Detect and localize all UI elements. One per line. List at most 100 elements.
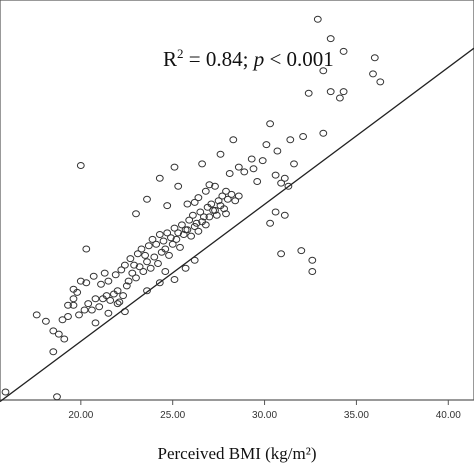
data-point xyxy=(178,221,186,229)
data-point xyxy=(143,287,151,295)
data-point xyxy=(168,240,177,248)
data-point xyxy=(42,317,50,325)
data-point xyxy=(139,268,148,275)
data-point xyxy=(150,253,159,261)
data-point xyxy=(249,165,258,173)
data-point xyxy=(266,219,275,227)
data-point xyxy=(216,150,225,158)
data-point xyxy=(273,147,282,155)
data-point xyxy=(369,70,377,78)
data-point xyxy=(284,182,293,190)
data-point xyxy=(181,264,190,272)
data-point xyxy=(277,179,286,187)
data-point xyxy=(143,195,151,203)
data-point xyxy=(212,211,221,219)
x-tick-label: 40.00 xyxy=(436,410,461,421)
data-point xyxy=(113,287,122,295)
data-point xyxy=(187,232,196,240)
data-point xyxy=(60,335,69,343)
data-point xyxy=(240,168,249,176)
data-point xyxy=(161,245,170,253)
data-point xyxy=(297,247,306,255)
data-point xyxy=(194,227,203,235)
stats-annotation: R2 = 0.84; p < 0.001 xyxy=(163,46,334,71)
data-point xyxy=(69,285,78,293)
data-point xyxy=(223,195,232,203)
data-point xyxy=(189,211,197,219)
data-point xyxy=(170,163,179,171)
data-point xyxy=(91,319,100,327)
data-point xyxy=(88,306,96,314)
data-point xyxy=(183,226,192,234)
data-point xyxy=(304,89,313,97)
x-tick-label: 35.00 xyxy=(344,410,369,421)
data-point xyxy=(84,300,93,308)
data-point xyxy=(222,210,230,218)
data-point xyxy=(163,202,172,210)
data-point xyxy=(196,208,205,216)
data-point xyxy=(376,78,385,86)
x-tick-label: 25.00 xyxy=(160,410,185,421)
data-point xyxy=(144,242,153,250)
data-point xyxy=(102,292,111,300)
data-point xyxy=(143,258,151,266)
data-point xyxy=(53,393,61,401)
data-point xyxy=(155,279,164,287)
data-point xyxy=(106,296,115,304)
data-point xyxy=(172,235,181,243)
data-point xyxy=(69,295,78,303)
data-point xyxy=(201,187,210,195)
data-point xyxy=(308,268,317,275)
data-point xyxy=(133,250,142,258)
data-point xyxy=(225,170,234,177)
data-point xyxy=(155,231,164,238)
p-label: p xyxy=(252,47,265,71)
data-point xyxy=(336,94,344,102)
data-point xyxy=(234,163,243,171)
data-point xyxy=(185,216,194,224)
data-point xyxy=(218,192,227,200)
data-point xyxy=(271,208,280,216)
data-point xyxy=(132,210,140,218)
data-point xyxy=(299,133,308,140)
data-point xyxy=(132,274,140,282)
data-point xyxy=(141,251,150,259)
data-point xyxy=(211,206,219,214)
data-point xyxy=(1,388,10,396)
data-point xyxy=(174,182,183,190)
data-point xyxy=(326,88,335,96)
data-point xyxy=(205,181,214,189)
data-point xyxy=(32,311,41,319)
data-point xyxy=(76,162,85,169)
data-point xyxy=(89,272,98,280)
data-point xyxy=(49,348,58,356)
data-point xyxy=(170,224,179,232)
data-point xyxy=(326,35,335,43)
data-point xyxy=(211,182,219,190)
data-point xyxy=(64,301,72,309)
data-point xyxy=(319,67,328,75)
data-point xyxy=(222,187,230,195)
data-point xyxy=(76,277,85,285)
data-point xyxy=(148,235,157,243)
data-point xyxy=(220,205,229,213)
data-point xyxy=(234,192,243,200)
data-point xyxy=(170,276,179,283)
data-point xyxy=(115,298,124,306)
data-point xyxy=(100,269,109,277)
data-point xyxy=(82,245,91,253)
regression-line xyxy=(0,47,474,403)
p-value: < 0.001 xyxy=(264,47,334,71)
data-point xyxy=(227,190,236,198)
x-axis-ticks: 20.00 25.00 30.00 35.00 40.00 xyxy=(68,400,461,421)
data-point xyxy=(200,213,208,221)
data-point xyxy=(104,309,113,317)
data-point xyxy=(266,120,275,128)
data-point xyxy=(49,327,58,335)
data-point xyxy=(313,15,322,23)
data-point xyxy=(119,292,127,300)
data-point xyxy=(137,245,146,253)
data-point xyxy=(201,221,210,229)
data-point xyxy=(370,54,379,62)
